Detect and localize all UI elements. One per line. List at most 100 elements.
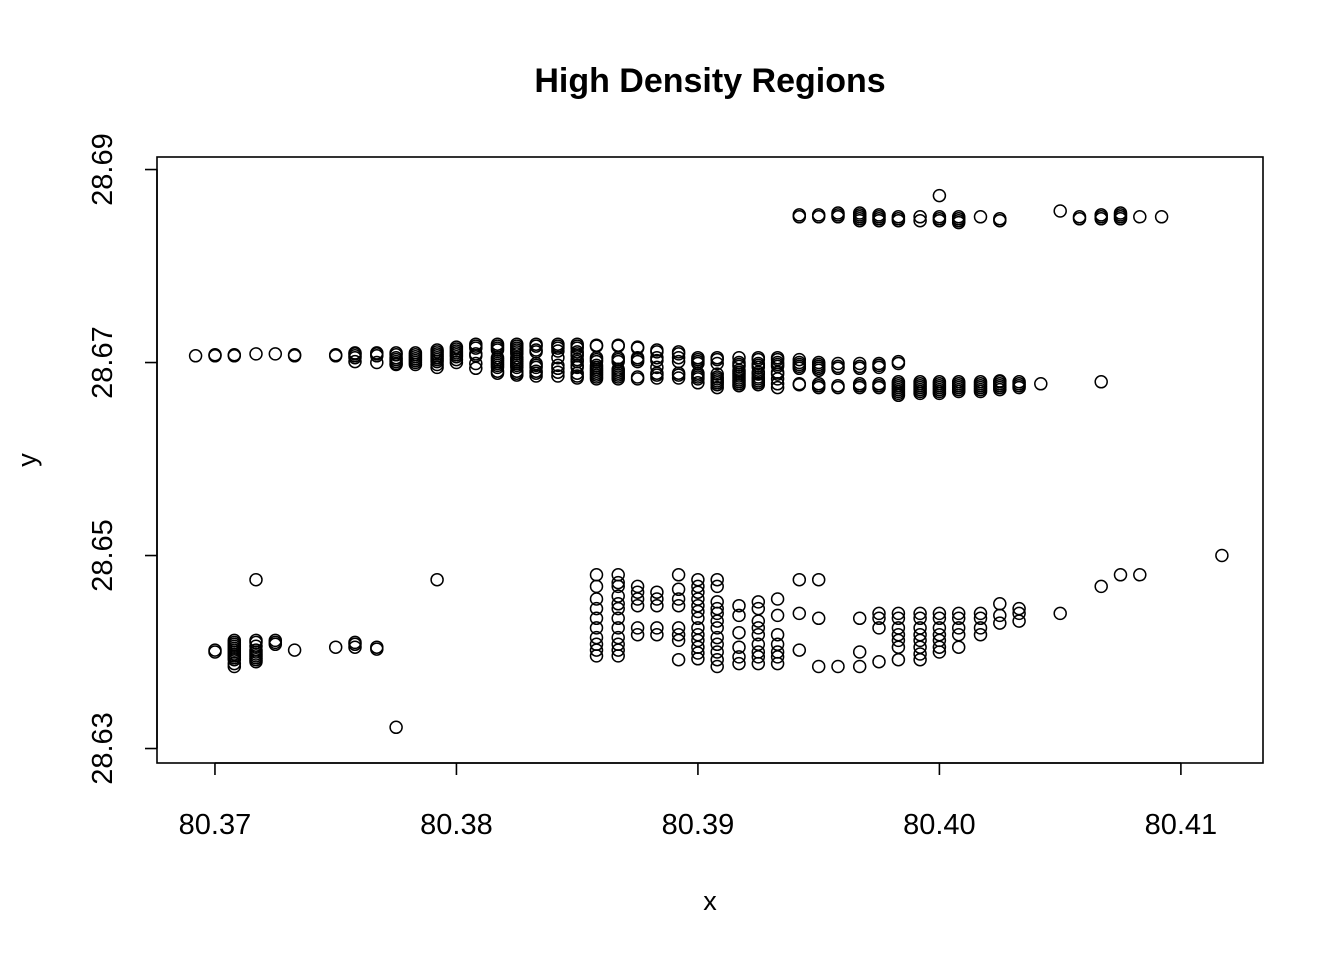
data-point	[671, 568, 686, 582]
y-tick-label: 28.63	[87, 712, 119, 785]
x-tick-label: 80.38	[420, 809, 493, 841]
data-point	[691, 604, 705, 619]
data-point	[1053, 606, 1067, 621]
data-point	[792, 572, 807, 587]
data-point	[1094, 212, 1108, 226]
data-point	[852, 645, 867, 659]
data-point	[551, 350, 565, 365]
data-point	[510, 360, 524, 375]
x-tick-label: 80.40	[903, 809, 976, 841]
data-point	[1034, 377, 1048, 391]
chart-title: High Density Regions	[534, 62, 885, 100]
data-point	[208, 645, 222, 659]
data-point	[611, 372, 625, 386]
data-point	[328, 640, 343, 654]
data-point	[370, 346, 384, 360]
data-point	[551, 361, 565, 376]
data-point	[770, 380, 785, 395]
data-point	[1012, 606, 1026, 621]
data-point	[932, 640, 947, 654]
data-point	[710, 579, 724, 594]
data-point	[932, 386, 947, 401]
data-point	[650, 585, 664, 599]
data-point	[1133, 568, 1147, 582]
data-point	[891, 356, 906, 371]
data-point	[1094, 579, 1108, 594]
data-point	[650, 627, 664, 642]
data-point	[792, 377, 807, 392]
data-point	[611, 597, 625, 611]
data-point	[951, 627, 966, 642]
data-point	[1053, 204, 1067, 218]
data-point	[913, 640, 927, 654]
data-point	[891, 633, 906, 648]
data-point	[611, 649, 625, 663]
data-point	[589, 601, 604, 616]
data-point	[1012, 614, 1026, 628]
data-point	[570, 371, 584, 385]
data-point	[891, 606, 906, 621]
data-point	[993, 608, 1007, 623]
data-point	[710, 380, 724, 395]
data-point	[671, 350, 686, 365]
data-point	[872, 606, 886, 621]
data-point	[913, 611, 927, 626]
data-point	[891, 213, 906, 228]
data-point	[671, 592, 686, 606]
data-point	[913, 210, 927, 224]
data-point	[589, 611, 604, 626]
data-point	[469, 341, 483, 355]
data-point	[370, 642, 384, 656]
data-point	[611, 611, 625, 626]
data-point	[872, 380, 886, 395]
data-point	[792, 606, 807, 621]
data-point	[589, 621, 604, 635]
data-point	[1154, 210, 1169, 224]
y-axis-label: y	[12, 453, 42, 467]
data-point	[691, 376, 705, 390]
data-point	[852, 659, 867, 674]
data-point	[973, 606, 988, 621]
data-point	[430, 572, 444, 587]
data-point	[529, 339, 543, 353]
data-point	[691, 652, 705, 666]
x-axis-label: x	[703, 886, 717, 916]
data-point	[469, 356, 483, 371]
data-point	[650, 592, 664, 606]
data-point	[872, 621, 886, 635]
data-point	[951, 606, 966, 621]
x-tick-label: 80.39	[662, 809, 735, 841]
data-point	[770, 372, 785, 386]
data-point	[348, 354, 362, 369]
data-point	[1012, 380, 1026, 395]
data-point	[770, 377, 785, 391]
data-point	[650, 598, 664, 613]
data-point	[913, 213, 927, 228]
data-point	[430, 360, 444, 375]
y-tick-label: 28.67	[87, 326, 119, 399]
data-point	[529, 369, 543, 383]
data-point	[650, 360, 664, 375]
data-point	[993, 616, 1007, 630]
data-point	[611, 579, 625, 594]
data-point	[1094, 375, 1108, 389]
data-point	[389, 357, 403, 372]
data-point	[287, 348, 302, 362]
data-point	[389, 720, 403, 735]
data-point	[951, 215, 966, 230]
data-point	[732, 608, 746, 623]
data-point	[751, 627, 766, 642]
data-point	[751, 377, 766, 392]
data-point	[671, 582, 686, 597]
data-point	[710, 645, 724, 659]
data-point	[589, 592, 604, 606]
data-point	[811, 363, 826, 378]
data-point	[249, 572, 263, 587]
data-point	[811, 380, 826, 395]
data-point	[792, 361, 807, 376]
data-point	[710, 630, 724, 645]
data-point	[328, 348, 343, 362]
data-point	[589, 339, 604, 353]
data-point	[630, 585, 645, 599]
data-point	[831, 380, 845, 395]
